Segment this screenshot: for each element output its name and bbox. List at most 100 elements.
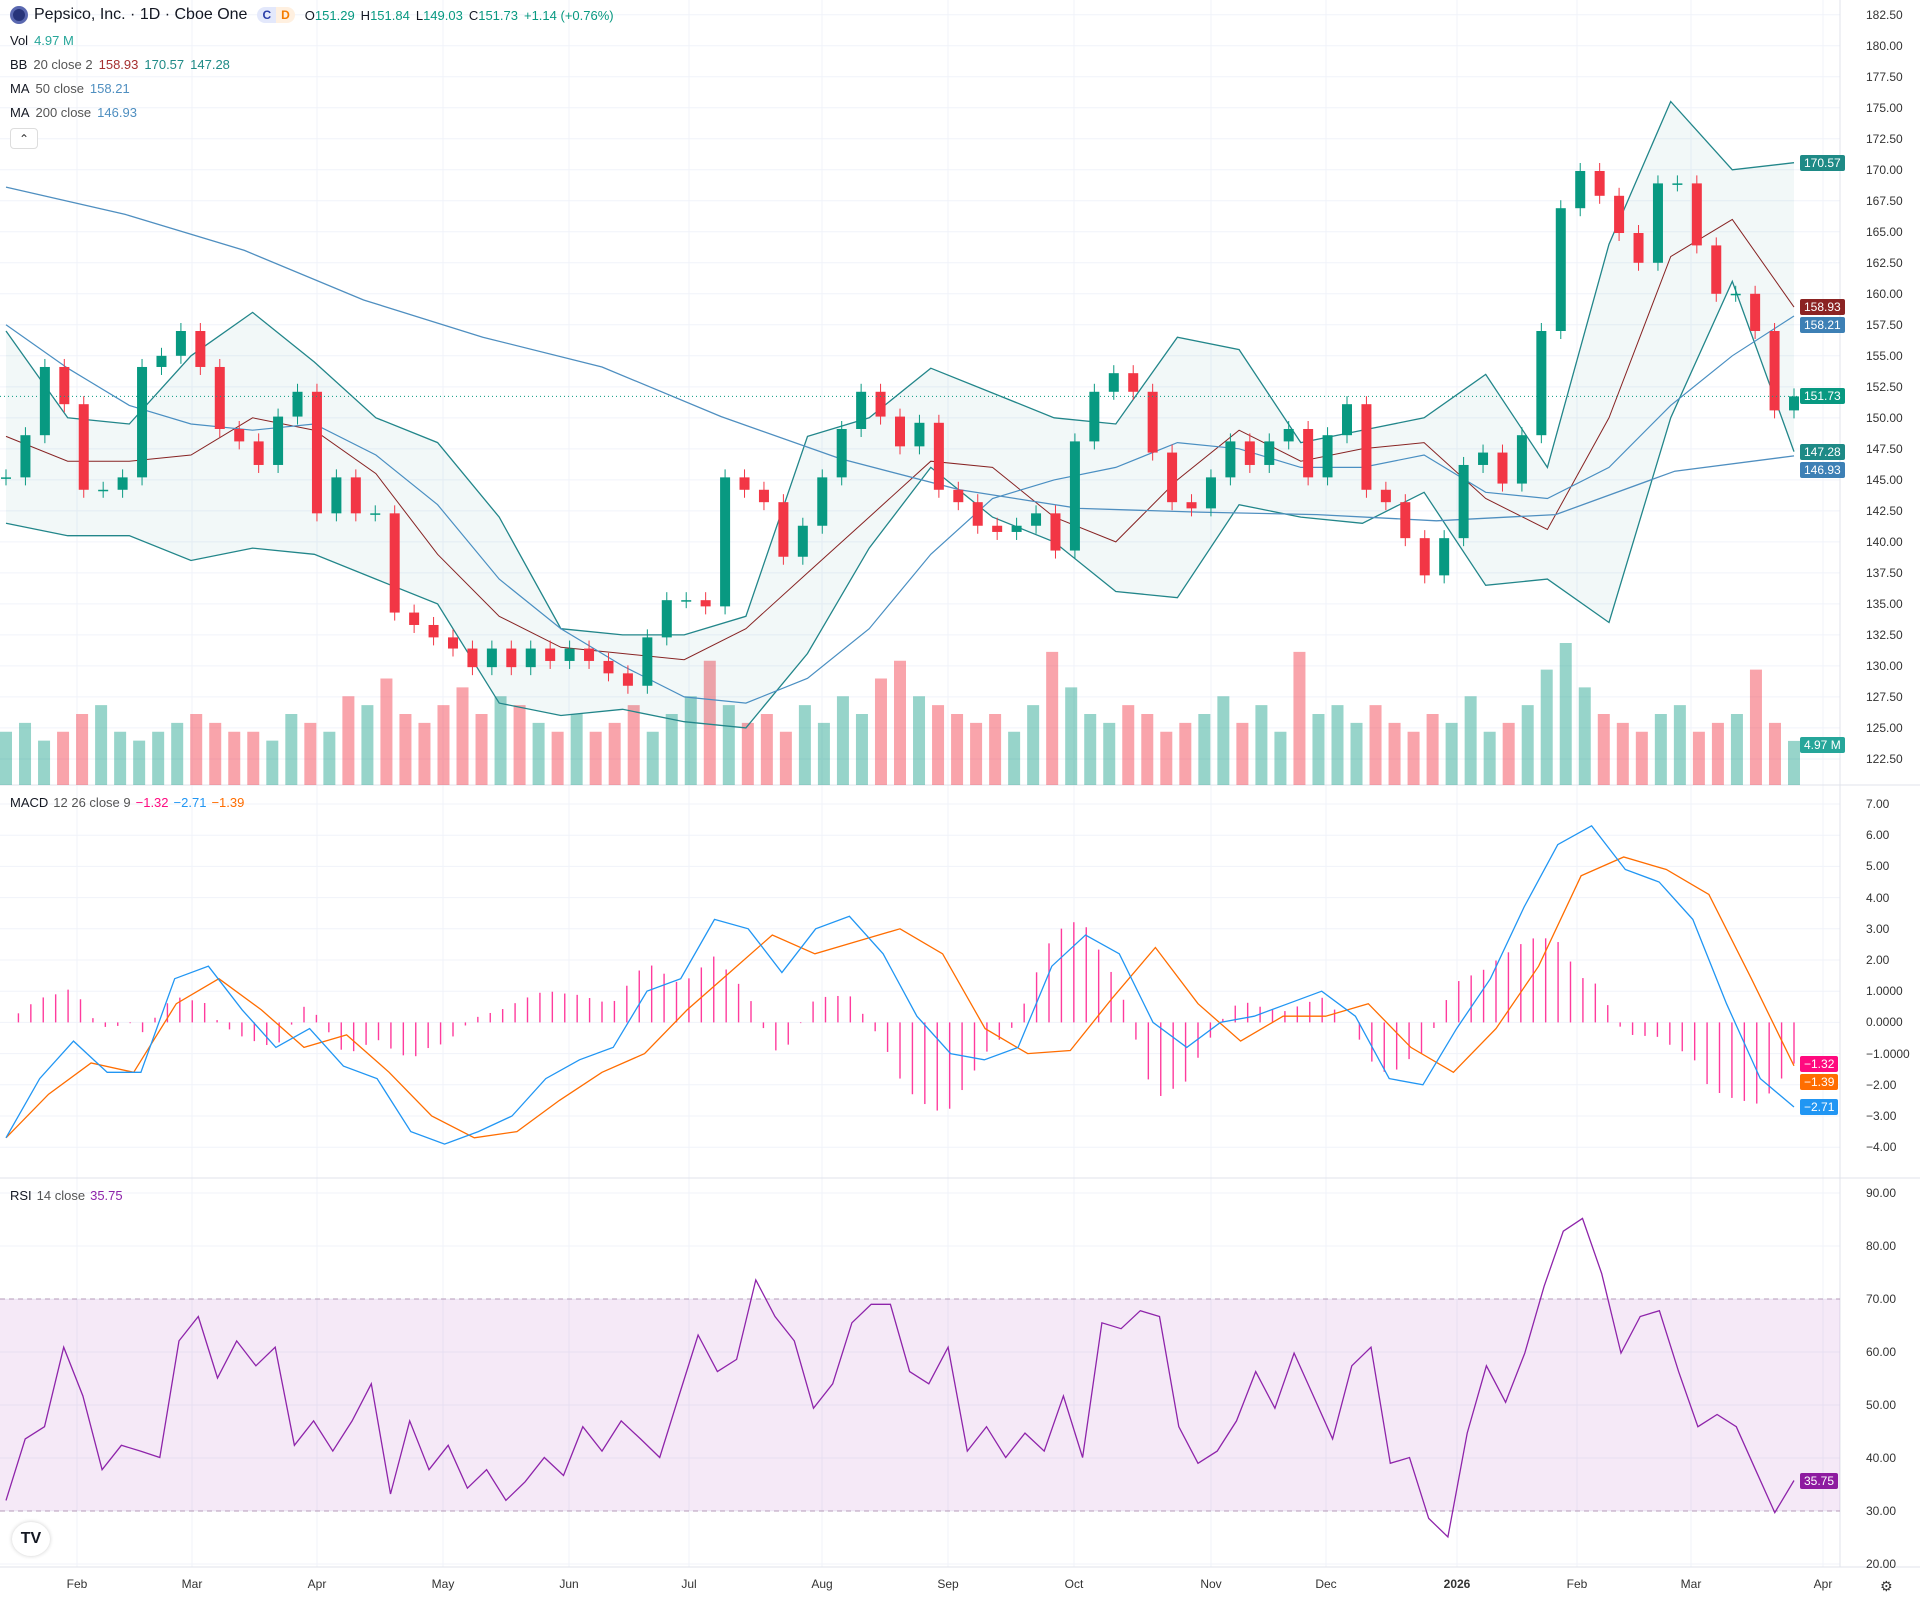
- volume-bar: [1274, 731, 1287, 785]
- settings-gear-icon[interactable]: ⚙: [1880, 1578, 1893, 1594]
- close-value: 151.73: [478, 7, 518, 23]
- time-axis-label: Apr: [1813, 1577, 1833, 1591]
- candle-body: [875, 391, 886, 417]
- volume-bar: [970, 722, 983, 785]
- price-axis-label: 142.50: [1866, 503, 1903, 518]
- macd-tag: −1.32: [1800, 1055, 1839, 1072]
- volume-bar: [1255, 705, 1268, 785]
- candle-body: [214, 366, 225, 429]
- candle-body: [564, 648, 575, 661]
- ma50-label: MA: [10, 81, 30, 96]
- volume-legend[interactable]: Vol 4.97 M: [10, 33, 74, 48]
- candle-body: [1711, 245, 1722, 294]
- macd-tag: −1.39: [1800, 1073, 1839, 1090]
- volume-bar: [361, 705, 374, 785]
- volume-bar: [1027, 705, 1040, 785]
- collapse-legend-button[interactable]: ⌃: [10, 128, 38, 149]
- macd-axis-label: −4.00: [1866, 1140, 1897, 1155]
- candle-body: [545, 648, 556, 661]
- price-tag: 170.57: [1800, 154, 1845, 171]
- rsi-axis-label: 30.00: [1866, 1504, 1897, 1518]
- macd-line-value: −2.71: [173, 795, 207, 810]
- candle-body: [117, 477, 128, 490]
- volume-bar: [1369, 705, 1382, 785]
- price-axis-label: 155.00: [1866, 348, 1903, 363]
- ma50-legend[interactable]: MA 50 close 158.21: [10, 81, 130, 96]
- volume-bar: [589, 731, 602, 785]
- volume-bar: [38, 740, 51, 785]
- candle-body: [292, 391, 303, 417]
- candle-body: [1614, 195, 1625, 234]
- macd-axis-label: 4.00: [1866, 890, 1890, 905]
- volume-bar: [608, 722, 621, 785]
- candle-body: [817, 477, 828, 526]
- macd-axis-label: −2.00: [1866, 1077, 1897, 1092]
- tradingview-logo[interactable]: TV: [12, 1522, 50, 1556]
- volume-bar: [1160, 731, 1173, 785]
- bb-lower-value: 147.28: [190, 57, 230, 72]
- ma200-legend[interactable]: MA 200 close 146.93: [10, 105, 137, 120]
- volume-bar: [513, 705, 526, 785]
- candle-body: [1322, 435, 1333, 478]
- price-axis-label: 135.00: [1866, 596, 1903, 611]
- volume-bar: [190, 714, 203, 785]
- time-axis-label: 2026: [1443, 1577, 1471, 1591]
- rsi-band-fill: [0, 1299, 1840, 1511]
- volume-bar: [19, 722, 32, 785]
- candle-body: [1691, 183, 1702, 246]
- close-label: C: [468, 7, 479, 23]
- volume-bar: [570, 714, 583, 785]
- rsi-legend[interactable]: RSI 14 close 35.75: [10, 1188, 123, 1203]
- volume-bar: [1788, 740, 1800, 785]
- volume-bar: [1217, 696, 1230, 785]
- candle-body: [914, 422, 925, 447]
- price-axis-label: 147.50: [1866, 441, 1903, 456]
- volume-bar: [532, 722, 545, 785]
- price-axis-label: 137.50: [1866, 565, 1903, 580]
- candle-body: [1011, 525, 1022, 532]
- candle-body: [1244, 441, 1255, 465]
- price-tag: 4.97 M: [1800, 737, 1845, 753]
- volume-bar: [1521, 705, 1534, 785]
- volume-bar: [228, 731, 241, 785]
- rsi-axis-label: 40.00: [1866, 1451, 1897, 1465]
- candle-body: [972, 502, 983, 526]
- price-axis-label: 167.50: [1866, 193, 1903, 208]
- symbol-title[interactable]: Pepsico, Inc. · 1D · Cboe One: [34, 6, 248, 23]
- candle-body: [992, 525, 1003, 532]
- volume-bar: [171, 722, 184, 785]
- bollinger-lower-line: [5, 279, 1795, 729]
- rsi-tag: 35.75: [1800, 1472, 1839, 1489]
- rsi-axis-label: 50.00: [1866, 1398, 1897, 1412]
- volume-bar: [304, 722, 317, 785]
- rsi-line: [5, 1217, 1795, 1539]
- volume-bar: [1426, 714, 1439, 785]
- high-value: 151.84: [370, 7, 410, 23]
- bb-legend[interactable]: BB 20 close 2 158.93 170.57 147.28: [10, 57, 230, 72]
- candle-body: [311, 391, 322, 514]
- volume-bar: [1635, 731, 1648, 785]
- candle-body: [1575, 170, 1586, 209]
- candle-body: [1342, 404, 1352, 436]
- candle-body: [389, 513, 400, 613]
- volume-bar: [1350, 722, 1363, 785]
- rsi-axis-label: 70.00: [1866, 1292, 1897, 1306]
- candle-body: [20, 435, 31, 478]
- macd-label: MACD: [10, 795, 49, 810]
- candle-body: [1789, 396, 1799, 411]
- macd-axis-label: 6.00: [1866, 828, 1890, 843]
- time-axis-label: Oct: [1064, 1577, 1084, 1591]
- price-axis-label: 170.00: [1866, 162, 1903, 177]
- candle-body: [778, 502, 789, 557]
- price-tag: 158.21: [1800, 317, 1845, 334]
- volume-bar: [627, 705, 640, 785]
- time-axis-label: Mar: [181, 1577, 203, 1591]
- volume-bar: [684, 696, 697, 785]
- volume-bar: [932, 705, 945, 785]
- volume-bar: [1654, 714, 1667, 785]
- volume-bar: [1065, 687, 1078, 785]
- macd-legend[interactable]: MACD 12 26 close 9 −1.32 −2.71 −1.39: [10, 795, 244, 810]
